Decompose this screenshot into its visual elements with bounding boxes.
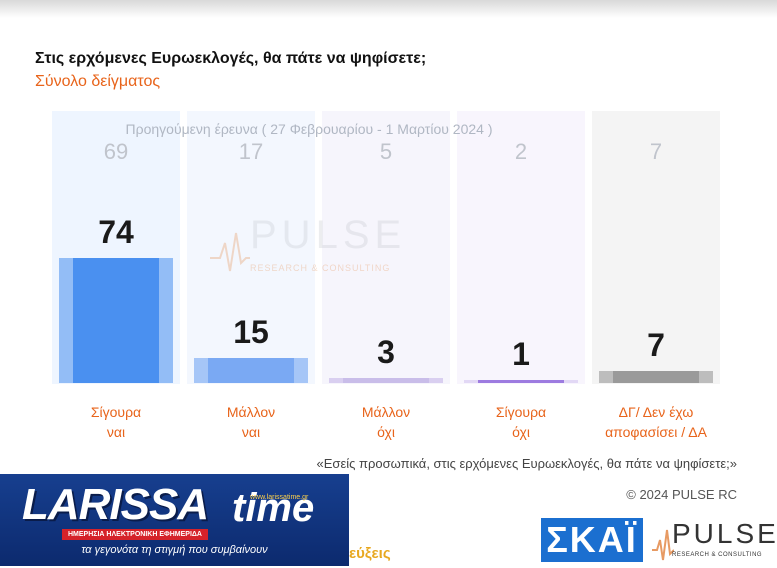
pulse-logo-name: PULSE	[672, 518, 777, 549]
column-background	[187, 111, 315, 384]
larissa-logo-word: LARISSA	[22, 480, 209, 529]
category-label-line: Μάλλον	[361, 404, 411, 420]
bar	[59, 257, 173, 383]
category-label-line: Σίγουρα	[90, 404, 142, 420]
larissa-strip: ΗΜΕΡΗΣΙΑ ΗΛΕΚΤΡΟΝΙΚΗ ΕΦΗΜΕΡΙΔΑ	[62, 529, 208, 540]
pulse-logo: PULSE RESEARCH & CONSULTING	[652, 518, 776, 564]
bar	[194, 357, 308, 383]
chart-area	[52, 111, 722, 384]
pulse-wave-icon	[210, 232, 250, 272]
pulse-logo-wave-icon	[652, 529, 675, 561]
category-label-line: Μάλλον	[226, 404, 276, 420]
category-label-line: ΔΓ/ Δεν έχω	[618, 404, 694, 420]
category-label: Μάλλον ναι	[186, 402, 316, 442]
category-label-line: όχι	[377, 424, 395, 440]
category-label-line: ναι	[106, 424, 126, 440]
pulse-logo-sub: RESEARCH & CONSULTING	[672, 552, 763, 558]
bar-core	[208, 357, 294, 383]
question-note: «Εσείς προσωπικά, στις ερχόμενες Ευρωεκλ…	[316, 456, 737, 471]
category-label: ΔΓ/ Δεν έχω αποφασίσει / ΔΑ	[591, 402, 721, 442]
category-label-line: ναι	[241, 424, 261, 440]
category-label: Σίγουρα ναι	[51, 402, 181, 442]
bar-core	[73, 257, 159, 383]
larissa-tagline: τα γεγονότα τη στιγμή που συμβαίνουν	[81, 544, 268, 556]
value-label: 7	[647, 327, 665, 364]
watermark-sub: RESEARCH & CONSULTING	[250, 263, 391, 273]
bar-core	[343, 377, 429, 383]
column-background	[457, 111, 585, 384]
column-background	[322, 111, 450, 384]
bar	[599, 371, 713, 383]
category-label-line: αποφασίσει / ΔΑ	[605, 424, 707, 440]
larissa-logo-time: time	[232, 486, 315, 530]
previous-value-label: 69	[103, 139, 129, 164]
bar	[329, 377, 443, 383]
category-label: Μάλλον όχι	[321, 402, 451, 442]
watermark-name: PULSE	[250, 213, 407, 257]
previous-survey-caption: Προηγούμενη έρευνα ( 27 Φεβρουαρίου - 1 …	[125, 121, 493, 137]
value-label: 1	[512, 336, 530, 372]
value-label: 3	[377, 333, 395, 370]
bar-core	[613, 371, 699, 383]
bar-core	[478, 380, 564, 383]
bar	[464, 380, 578, 383]
partial-caption: εύξεις	[349, 545, 391, 562]
value-label: 74	[98, 213, 134, 250]
value-label: 15	[233, 313, 269, 350]
previous-value-label: 17	[238, 139, 264, 164]
larissa-url: www.larissatime.gr	[250, 494, 309, 501]
category-label-line: Σίγουρα	[495, 404, 547, 420]
category-label-line: όχι	[512, 424, 530, 440]
chart-title: Στις ερχόμενες Ευρωεκλογές, θα πάτε να ψ…	[35, 50, 427, 67]
top-shadow	[0, 0, 777, 18]
previous-value-label: 5	[379, 139, 393, 164]
previous-value-label: 2	[514, 139, 528, 164]
previous-value-label: 7	[649, 139, 663, 164]
pulse-watermark: PULSE RESEARCH & CONSULTING	[210, 213, 401, 279]
larissa-time-banner[interactable]: LARISSA time www.larissatime.gr ΗΜΕΡΗΣΙΑ…	[0, 474, 349, 566]
category-label: Σίγουρα όχι	[456, 402, 586, 442]
copyright: © 2024 PULSE RC	[626, 487, 737, 502]
column-background	[592, 111, 720, 384]
skai-logo: ΣΚΑΪ	[541, 518, 643, 562]
chart-subtitle: Σύνολο δείγματος	[35, 73, 161, 90]
